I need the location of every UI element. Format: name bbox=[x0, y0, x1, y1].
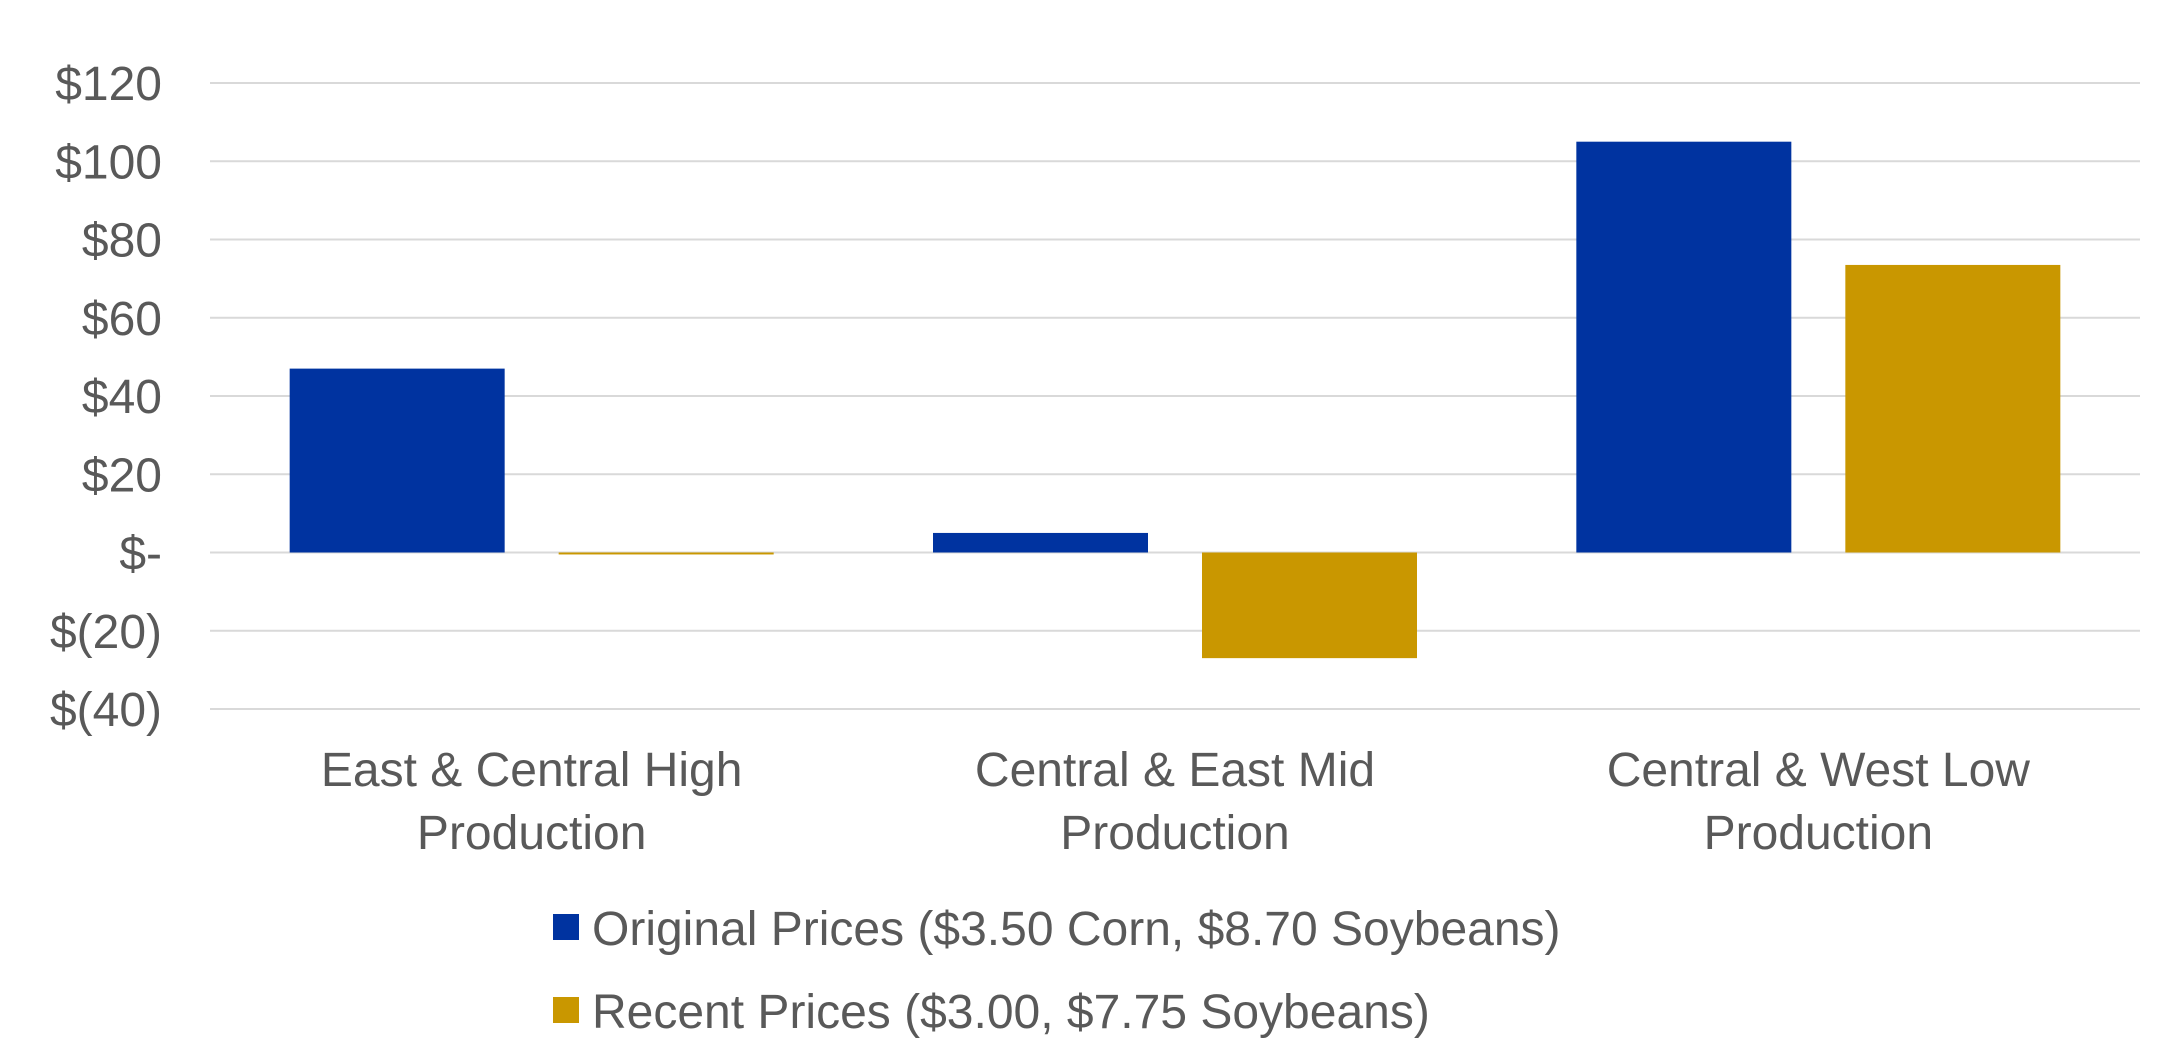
y-tick-label: $40 bbox=[82, 371, 162, 424]
y-tick-label: $- bbox=[119, 528, 162, 581]
x-category-label: Central & East Mid bbox=[975, 744, 1375, 797]
bar-series-1-category-3 bbox=[1576, 141, 1792, 553]
y-tick-label: $80 bbox=[82, 215, 162, 268]
y-tick-label: $100 bbox=[55, 136, 162, 189]
y-tick-label: $(20) bbox=[50, 606, 162, 659]
y-tick-label: $20 bbox=[82, 449, 162, 502]
y-tick-label: $60 bbox=[82, 293, 162, 346]
y-tick-label: $(40) bbox=[50, 684, 162, 737]
x-category-label: Production bbox=[1704, 807, 1933, 860]
bar-series-2-category-1 bbox=[558, 552, 774, 555]
x-category-label: East & Central High bbox=[321, 744, 743, 797]
legend-label: Recent Prices ($3.00, $7.75 Soybeans) bbox=[592, 986, 1430, 1039]
legend-label: Original Prices ($3.50 Corn, $8.70 Soybe… bbox=[592, 903, 1561, 956]
x-axis-category-labels: East & Central High Production Central & E… bbox=[321, 744, 2030, 860]
x-category-label: Production bbox=[1060, 807, 1289, 860]
legend: Original Prices ($3.50 Corn, $8.70 Soybe… bbox=[553, 903, 1561, 1039]
bar-series-2-category-3 bbox=[1845, 264, 2061, 553]
bars bbox=[289, 141, 2061, 659]
bar-series-1-category-1 bbox=[289, 368, 505, 553]
bar-series-2-category-2 bbox=[1202, 552, 1417, 659]
legend-swatch bbox=[553, 914, 579, 940]
y-tick-label: $120 bbox=[55, 58, 162, 111]
x-category-label: Central & West Low bbox=[1607, 744, 2031, 797]
y-axis-tick-labels: $120 $100 $80 $60 $40 $20 $- $(20) $(40) bbox=[50, 58, 162, 737]
x-category-label: Production bbox=[417, 807, 646, 860]
bar-series-1-category-2 bbox=[933, 532, 1148, 553]
gridlines bbox=[210, 82, 2140, 710]
legend-swatch bbox=[553, 997, 579, 1023]
